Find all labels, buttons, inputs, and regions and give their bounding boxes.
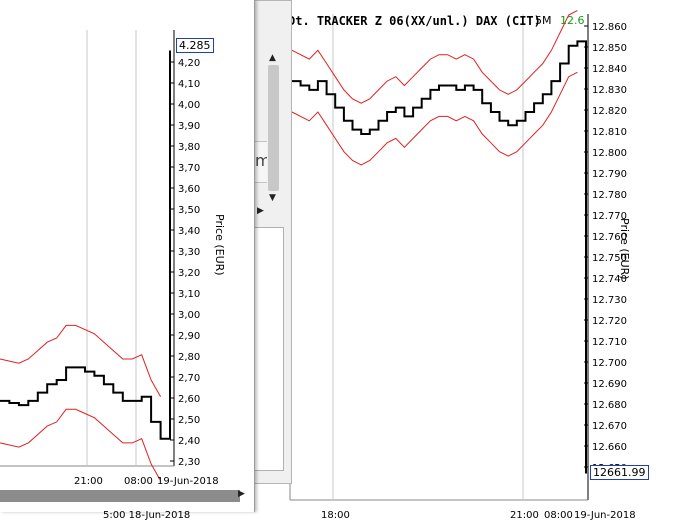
- front-chart-window: 4,20 4,10 4,00 3,90 3,80 3,70 3,60 3,50 3,40 3,30…: [0, 0, 255, 512]
- panel-right-arrow[interactable]: ▶: [257, 206, 264, 216]
- scroll-thumb[interactable]: [268, 65, 279, 191]
- front-current-price-badge: 4.285: [176, 38, 214, 53]
- back-chart-last-value: 12.6: [560, 14, 585, 27]
- y-tick-label: 12.680: [592, 400, 627, 411]
- y-tick-label: 3,70: [178, 163, 200, 174]
- y-tick-label: 3,00: [178, 310, 200, 321]
- y-tick-label: 12.800: [592, 148, 627, 159]
- y-tick-label: 12.750: [592, 253, 627, 264]
- lower-band-line: [0, 408, 162, 481]
- back-chart-interval[interactable]: 5M: [535, 14, 552, 27]
- y-tick-label: 4,20: [178, 58, 200, 69]
- back-current-price-badge: 12661.99: [590, 465, 649, 480]
- back-x-tick: 19-Jun-2018: [574, 510, 636, 521]
- y-tick-label: 4,10: [178, 79, 200, 90]
- y-tick-label: 2,70: [178, 373, 200, 384]
- back-x-tick: 18:00: [321, 510, 350, 521]
- front-x-tick: 08:00: [124, 476, 153, 487]
- y-tick-label: 2,30: [178, 457, 200, 468]
- y-tick-label: 12.660: [592, 442, 627, 453]
- front-scroll-right-arrow[interactable]: ▶: [238, 489, 245, 499]
- scroll-down-arrow[interactable]: ▼: [269, 193, 276, 203]
- y-tick-label: 12.690: [592, 379, 627, 390]
- y-tick-label: 2,40: [178, 436, 200, 447]
- y-tick-label: 12.710: [592, 337, 627, 348]
- y-tick-label: 2,50: [178, 415, 200, 426]
- y-tick-label: 12.670: [592, 421, 627, 432]
- y-tick-label: 12.810: [592, 127, 627, 138]
- front-y-axis-title: Price (EUR): [213, 214, 226, 276]
- panel-scrollbar[interactable]: ▲ ▼: [267, 53, 281, 205]
- y-tick-label: 2,90: [178, 331, 200, 342]
- upper-band-line: [291, 10, 578, 104]
- upper-band-line: [0, 324, 162, 397]
- front-x-tick: 21:00: [74, 476, 103, 487]
- y-tick-label: 12.780: [592, 190, 627, 201]
- y-tick-label: 3,50: [178, 205, 200, 216]
- y-tick-label: 12.790: [592, 169, 627, 180]
- y-tick-label: 12.770: [592, 211, 627, 222]
- front-chart-svg: 4,20 4,10 4,00 3,90 3,80 3,70 3,60 3,50 3,40 3,30…: [0, 30, 200, 481]
- y-tick-label: 3,60: [178, 184, 200, 195]
- panel-partial-label: m: [255, 151, 271, 170]
- back-chart-title: Dt. TRACKER Z 06(XX/unl.) DAX (CIT): [288, 14, 541, 28]
- y-tick-label: 12.760: [592, 232, 627, 243]
- y-tick-label: 3,30: [178, 247, 200, 258]
- back-x-tick: 08:00: [544, 510, 573, 521]
- y-tick-label: 3,10: [178, 289, 200, 300]
- front-horizontal-scrollbar[interactable]: [0, 490, 240, 502]
- y-tick-label: 12.740: [592, 274, 627, 285]
- y-tick-label: 12.730: [592, 295, 627, 306]
- front-x-tick: 19-Jun-2018: [157, 476, 219, 487]
- y-tick-label: 3,20: [178, 268, 200, 279]
- y-tick-label: 3,80: [178, 142, 200, 153]
- y-tick-label: 12.830: [592, 85, 627, 96]
- back-y-axis-title: Price (EUR): [618, 218, 631, 280]
- y-tick-label: 12.700: [592, 358, 627, 369]
- y-tick-label: 12.720: [592, 316, 627, 327]
- y-tick-label: 3,40: [178, 226, 200, 237]
- price-series-line: [292, 40, 587, 474]
- y-tick-label: 4,00: [178, 100, 200, 111]
- price-series-line: [0, 50, 171, 440]
- lower-band-line: [291, 71, 578, 166]
- scroll-up-arrow[interactable]: ▲: [269, 53, 276, 63]
- y-tick-label: 2,80: [178, 352, 200, 363]
- y-tick-label: 2,60: [178, 394, 200, 405]
- y-tick-label: 3,90: [178, 121, 200, 132]
- y-tick-label: 12.840: [592, 64, 627, 75]
- y-tick-label: 12.860: [592, 22, 627, 33]
- back-x-tick: 21:00: [510, 510, 539, 521]
- front-footer-date: 5:00 18-Jun-2018: [103, 510, 191, 521]
- y-tick-label: 12.820: [592, 106, 627, 117]
- y-tick-label: 12.850: [592, 43, 627, 54]
